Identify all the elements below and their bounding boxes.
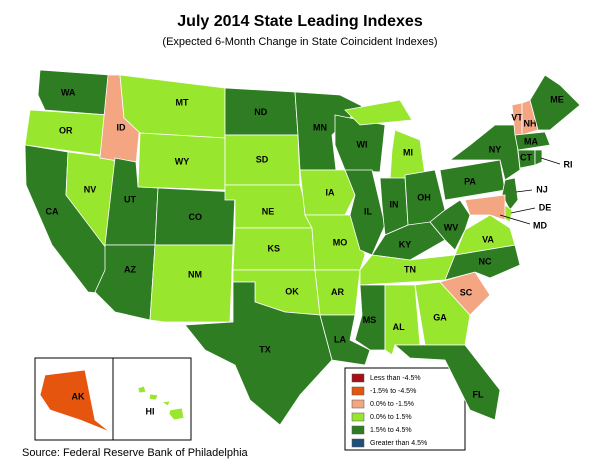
state-label: CA (46, 206, 59, 216)
state-label: DE (539, 202, 552, 212)
state-label: CT (520, 152, 532, 162)
state-label: IA (326, 187, 336, 197)
leader-line (515, 189, 533, 193)
state-label: GA (433, 312, 447, 322)
state-label: MN (313, 122, 327, 132)
state-label: SC (460, 287, 473, 297)
state-label: MO (333, 237, 348, 247)
state-shape (344, 99, 413, 126)
state-label: IN (390, 199, 399, 209)
legend-label: Less than -4.5% (370, 375, 421, 382)
legend-label: 0.0% to 1.5% (370, 414, 412, 421)
leader-line (540, 157, 561, 165)
state-label: NJ (536, 184, 548, 194)
legend-swatch (351, 386, 365, 396)
state-label: AL (393, 322, 405, 332)
leader-line (510, 207, 536, 214)
state-shape (39, 369, 111, 433)
hawaii-inset (112, 357, 192, 441)
state-label: MD (533, 220, 547, 230)
state-label: UT (124, 194, 136, 204)
source-note: Source: Federal Reserve Bank of Philadel… (22, 447, 249, 459)
state-label: PA (464, 176, 476, 186)
state-shape (534, 149, 543, 166)
legend-swatch (351, 373, 365, 383)
state-shape (294, 91, 363, 171)
legend-box (344, 367, 466, 451)
state-label: ND (254, 107, 267, 117)
state-shape (501, 177, 519, 211)
state-label: OR (59, 126, 73, 136)
state-label: FL (473, 389, 484, 399)
map-subtitle: (Expected 6-Month Change in State Coinci… (162, 36, 437, 48)
state-label: WV (444, 222, 459, 232)
state-shape (429, 199, 471, 251)
legend-label: 1.5% to 4.5% (370, 427, 412, 434)
state-shape (149, 244, 234, 323)
state-shape (119, 74, 226, 139)
state-shape (393, 344, 501, 421)
state-label: WI (357, 139, 368, 149)
state-label: ID (117, 122, 127, 132)
state-shape (137, 385, 147, 394)
legend-swatch (351, 399, 365, 409)
state-label: AZ (124, 264, 136, 274)
state-shape (344, 169, 386, 256)
state-shape (464, 194, 506, 221)
legend-swatch (351, 425, 365, 435)
state-shape (529, 74, 581, 131)
state-shape (148, 393, 159, 401)
state-shape (414, 281, 471, 346)
state-label: ME (550, 94, 564, 104)
state-label: NH (524, 118, 537, 128)
state-shape (168, 407, 185, 421)
state-label: WY (175, 156, 190, 166)
state-shape (37, 69, 111, 116)
state-label: KY (399, 239, 412, 249)
legend-label: 0.0% to -1.5% (370, 401, 414, 408)
state-label: NC (479, 256, 492, 266)
state-label: MA (524, 136, 538, 146)
legend-label: -1.5% to -4.5% (370, 388, 416, 395)
state-label: WA (61, 87, 76, 97)
state-shape (184, 281, 333, 426)
state-shape (514, 131, 551, 151)
state-shape (299, 169, 356, 216)
map-title: July 2014 State Leading Indexes (177, 13, 423, 30)
state-label: NM (188, 269, 202, 279)
state-label: CO (189, 212, 203, 222)
leader-line (499, 214, 531, 225)
legend-swatch (351, 412, 365, 422)
state-label: MS (363, 315, 377, 325)
state-shape (160, 400, 171, 407)
state-label: NE (262, 206, 275, 216)
state-label: RI (564, 159, 573, 169)
states: WA OR CA NV ID MT WY UT AZ CO NM ND SD NE KS OK TX MN IA MO… (24, 69, 581, 433)
state-shape (384, 284, 421, 356)
legend: Less than -4.5% -1.5% to -4.5% 0.0% to -1.… (351, 373, 427, 448)
state-label: LA (334, 334, 346, 344)
legend-label: Greater than 4.5% (370, 440, 427, 447)
state-label: MI (403, 147, 413, 157)
state-label: MT (176, 97, 189, 107)
state-label: NV (84, 184, 97, 194)
state-label: TN (404, 264, 416, 274)
state-label: VA (482, 234, 494, 244)
state-label: AR (331, 287, 344, 297)
state-label: AK (72, 391, 85, 401)
state-label: OH (417, 192, 431, 202)
state-label: NY (489, 144, 502, 154)
state-label: KS (267, 243, 280, 253)
state-label: OK (285, 286, 299, 296)
state-label: SD (256, 154, 269, 164)
state-label: HI (146, 406, 155, 416)
legend-swatch (351, 438, 365, 448)
state-label: TX (259, 344, 271, 354)
state-label: IL (364, 206, 373, 216)
state-label: VT (511, 112, 523, 122)
